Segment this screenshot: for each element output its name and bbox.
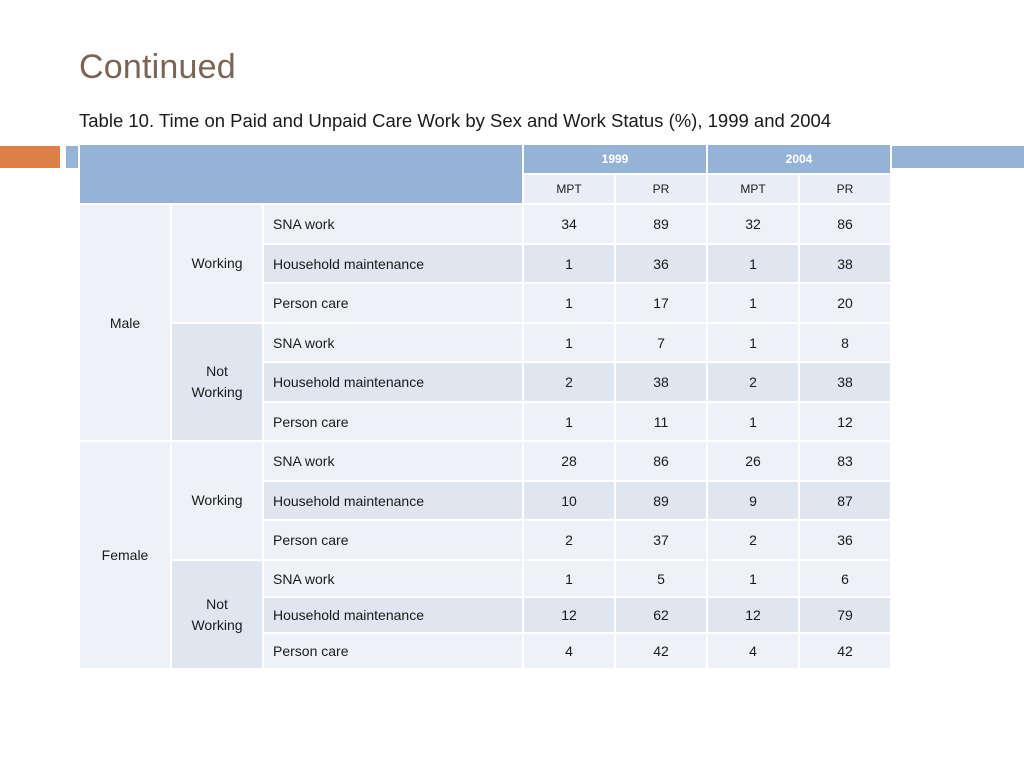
value-mpt-2004: 2 [706,519,800,561]
table-caption: Table 10. Time on Paid and Unpaid Care W… [79,110,832,131]
accent-bar-orange [0,146,60,168]
value-pr-2004: 87 [798,480,892,521]
value-mpt-1999: 10 [522,480,616,521]
value-mpt-2004: 1 [706,559,800,598]
table-row: Not Working SNA work 1 7 1 8 [79,322,892,442]
work-status-cell: Working [170,440,264,561]
value-mpt-1999: 34 [522,203,616,245]
work-status-label: Working [191,492,243,508]
value-mpt-2004: 1 [706,401,800,442]
value-pr-2004: 20 [798,282,892,324]
header-corner [78,143,524,205]
table-row: Household maintenance 1 36 1 38 [79,243,892,284]
value-mpt-1999: 2 [522,519,616,561]
subheader-mpt-2004: MPT [706,173,800,205]
value-pr-1999: 42 [614,632,708,670]
work-status-cell: Not Working [170,322,264,442]
table-row: Household maintenance 10 89 9 87 [79,480,892,521]
value-pr-1999: 5 [614,559,708,598]
value-mpt-2004: 1 [706,322,800,363]
value-mpt-1999: 1 [522,401,616,442]
value-pr-2004: 38 [798,243,892,284]
value-mpt-2004: 1 [706,282,800,324]
value-pr-1999: 7 [614,322,708,363]
value-pr-1999: 62 [614,596,708,634]
value-pr-1999: 89 [614,203,708,245]
value-pr-2004: 8 [798,322,892,363]
value-mpt-2004: 9 [706,480,800,521]
table-row: Household maintenance 12 62 12 79 [79,596,892,634]
value-mpt-2004: 26 [706,440,800,482]
value-mpt-2004: 4 [706,632,800,670]
value-mpt-1999: 1 [522,559,616,598]
subheader-pr-1999: PR [614,173,708,205]
value-pr-1999: 11 [614,401,708,442]
value-mpt-1999: 4 [522,632,616,670]
work-status-cell: Working [170,203,264,324]
work-status-label: Working [191,255,243,271]
table-row: Not Working SNA work 1 5 1 6 [79,559,892,670]
value-pr-2004: 42 [798,632,892,670]
header-year-2004: 2004 [706,143,892,175]
table-row: Person care 4 42 4 42 [79,632,892,670]
value-pr-2004: 6 [798,559,892,598]
value-pr-1999: 86 [614,440,708,482]
value-pr-1999: 36 [614,243,708,284]
category-cell: Person care [262,282,524,324]
work-status-label: Not [206,595,228,612]
category-cell: Household maintenance [262,361,524,403]
category-cell: SNA work [262,322,524,363]
sex-cell: Male [78,203,172,442]
category-cell: Household maintenance [262,480,524,521]
table-row: Male Working SNA work 34 89 32 86 [78,203,892,442]
value-pr-2004: 38 [798,361,892,403]
table-row: Person care 2 37 2 36 [79,519,892,561]
category-cell: SNA work [262,203,524,245]
value-mpt-1999: 1 [522,243,616,284]
value-pr-1999: 37 [614,519,708,561]
value-mpt-1999: 1 [522,322,616,363]
value-mpt-1999: 2 [522,361,616,403]
slide-title: Continued [79,48,236,86]
table-row: Female Working SNA work 28 86 26 83 [78,440,892,670]
value-pr-1999: 17 [614,282,708,324]
value-pr-1999: 89 [614,480,708,521]
work-status-label: Not [206,363,228,379]
category-cell: Person care [262,519,524,561]
table-row: Household maintenance 2 38 2 38 [79,361,892,403]
value-mpt-1999: 28 [522,440,616,482]
value-pr-2004: 83 [798,440,892,482]
category-cell: Person care [262,401,524,442]
header-year-1999: 1999 [522,143,708,175]
table-row: Person care 1 11 1 12 [79,401,892,442]
work-status-cell: Not Working [170,559,264,670]
category-cell: SNA work [262,440,524,482]
value-pr-2004: 79 [798,596,892,634]
category-cell: Household maintenance [262,243,524,284]
work-status-label: Working [191,616,243,633]
care-work-table: 1999 2004 MPT PR MPT PR Male Working SNA w… [78,143,892,670]
value-pr-1999: 38 [614,361,708,403]
category-cell: SNA work [262,559,524,598]
value-mpt-1999: 12 [522,596,616,634]
value-mpt-2004: 32 [706,203,800,245]
value-pr-2004: 12 [798,401,892,442]
value-mpt-1999: 1 [522,282,616,324]
value-mpt-2004: 2 [706,361,800,403]
table-row: Person care 1 17 1 20 [79,282,892,324]
work-status-label: Working [191,384,243,400]
category-cell: Household maintenance [262,596,524,634]
subheader-mpt-1999: MPT [522,173,616,205]
value-mpt-2004: 12 [706,596,800,634]
value-pr-2004: 86 [798,203,892,245]
category-cell: Person care [262,632,524,670]
value-pr-2004: 36 [798,519,892,561]
subheader-pr-2004: PR [798,173,892,205]
value-mpt-2004: 1 [706,243,800,284]
sex-cell: Female [78,440,172,670]
